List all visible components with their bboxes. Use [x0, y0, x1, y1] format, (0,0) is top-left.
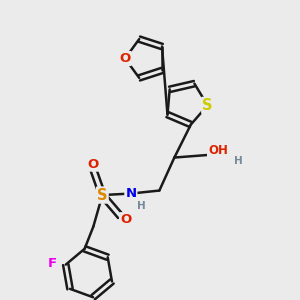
Text: N: N [125, 187, 136, 200]
Text: O: O [119, 52, 131, 65]
Text: F: F [48, 256, 57, 270]
Text: H: H [137, 201, 146, 211]
Text: O: O [120, 213, 131, 226]
Text: H: H [234, 155, 242, 166]
Text: OH: OH [208, 144, 228, 158]
Text: S: S [97, 188, 108, 202]
Text: O: O [88, 158, 99, 171]
Text: S: S [202, 98, 213, 113]
